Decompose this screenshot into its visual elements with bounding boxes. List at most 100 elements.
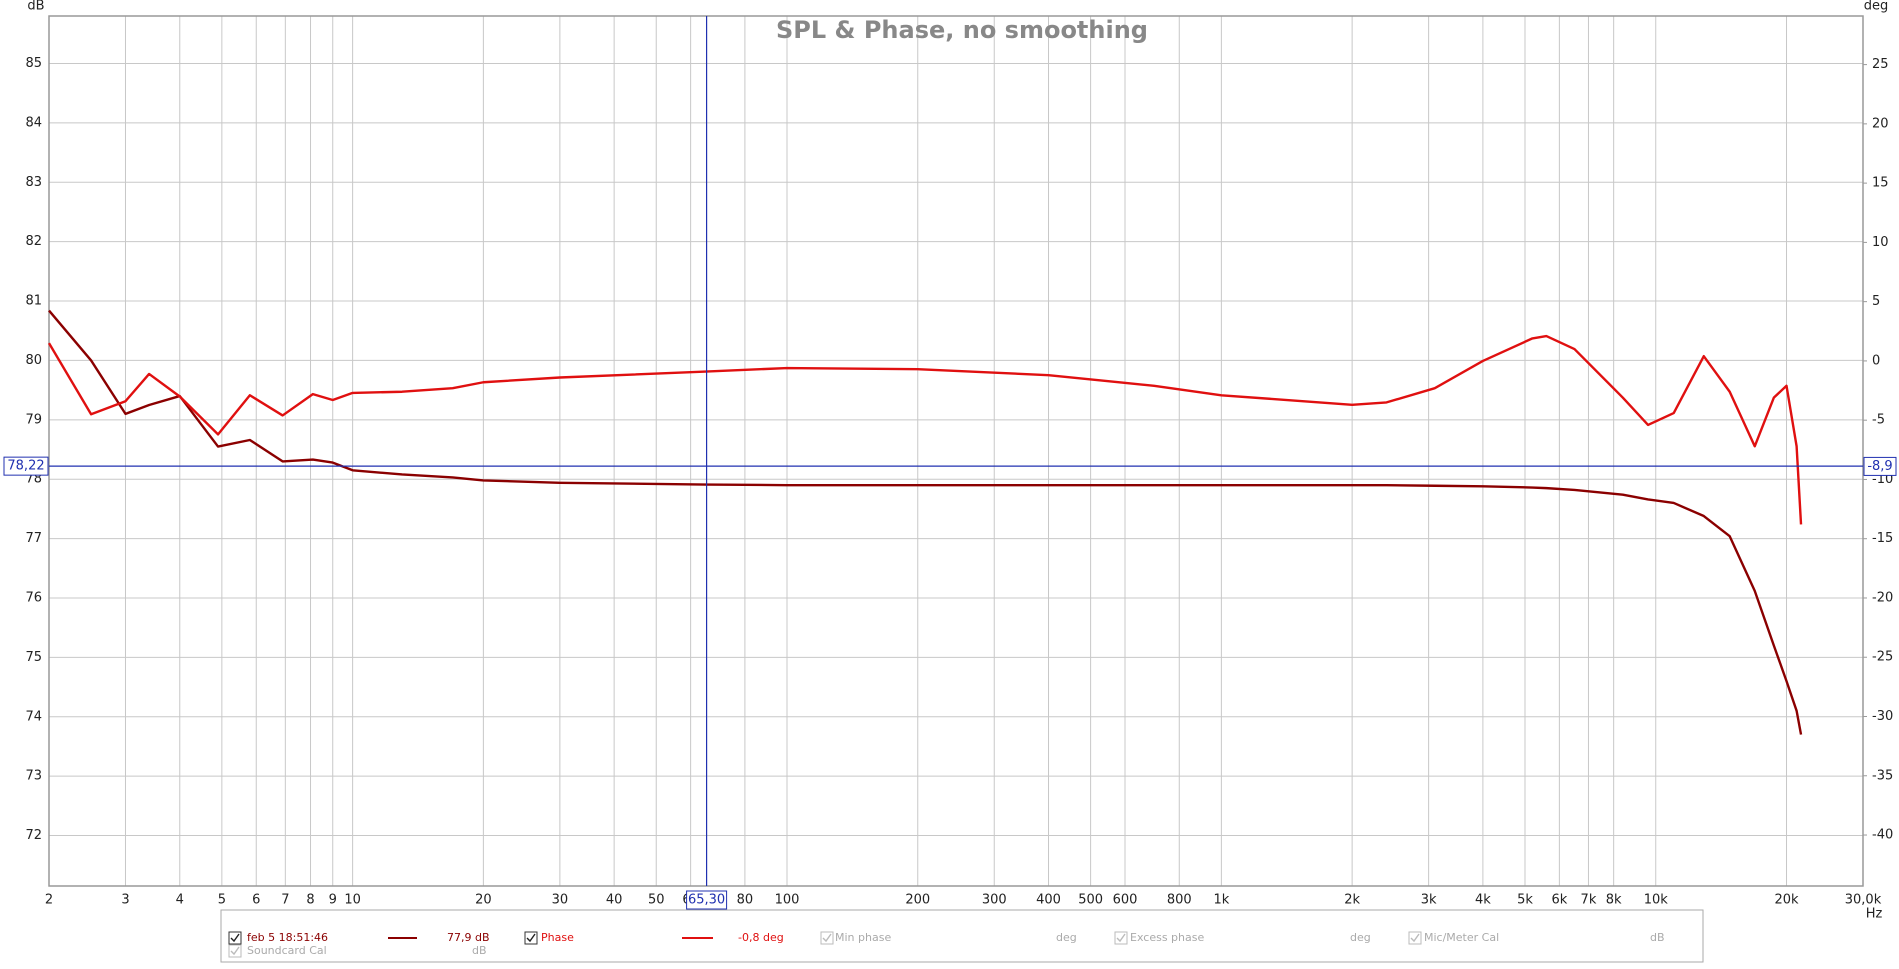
legend-label: feb 5 18:51:46 — [247, 931, 328, 944]
legend-label: Soundcard Cal — [247, 944, 327, 957]
y-unit: dB — [27, 0, 44, 14]
y-tick-label: 84 — [25, 115, 42, 130]
legend-label: Phase — [541, 931, 574, 944]
y2-tick-label: -30 — [1872, 709, 1893, 724]
x-tick-label: 6k — [1551, 893, 1567, 908]
y2-tick-label: -15 — [1872, 531, 1893, 546]
x-tick-label: 20k — [1774, 893, 1799, 908]
checkmark — [1410, 933, 1420, 943]
x-tick-label: 500 — [1078, 893, 1103, 908]
checkbox[interactable] — [228, 931, 242, 945]
y-tick-label: 83 — [25, 175, 42, 190]
legend-label: Min phase — [835, 931, 891, 944]
checkbox[interactable] — [1408, 931, 1422, 945]
y2-tick-label: 5 — [1872, 294, 1880, 309]
cursor-y2-box — [1863, 456, 1897, 476]
cursor-y-box — [3, 456, 49, 476]
y2-tick-label: -25 — [1872, 650, 1893, 665]
x-tick-label: 4k — [1475, 893, 1491, 908]
y-tick-label: 74 — [25, 709, 42, 724]
legend-readout: 77,9 dB — [447, 931, 490, 944]
cursor-y-label: 78,22 — [7, 459, 44, 474]
y-tick-label: 75 — [25, 650, 42, 665]
x-tick-label: 300 — [982, 893, 1007, 908]
x-tick-label: 2 — [45, 893, 53, 908]
y-tick-label: 85 — [25, 56, 42, 71]
x-tick-label: 3k — [1421, 893, 1437, 908]
x-tick-label: 200 — [905, 893, 930, 908]
y2-tick-label: 15 — [1872, 176, 1889, 191]
series-line — [47, 334, 1803, 525]
checkmark — [230, 933, 240, 943]
x-tick-label: 80 — [737, 893, 754, 908]
y-tick-label: 80 — [25, 353, 42, 368]
x-tick-label: 5k — [1517, 893, 1533, 908]
legend-label: Excess phase — [1130, 931, 1204, 944]
x-tick-label: 3 — [121, 893, 129, 908]
x-tick-label: 40 — [606, 893, 623, 908]
legend-box — [220, 909, 1704, 963]
y2-tick-label: 10 — [1872, 235, 1889, 250]
x-tick-label: 1k — [1213, 893, 1229, 908]
y2-tick-label: -20 — [1872, 590, 1893, 605]
x-tick-label: 800 — [1167, 893, 1192, 908]
checkbox[interactable] — [524, 931, 538, 945]
legend-label: Mic/Meter Cal — [1424, 931, 1499, 944]
checkmark — [1116, 933, 1126, 943]
x-tick-label: 50 — [648, 893, 665, 908]
y-tick-label: 73 — [25, 769, 42, 784]
legend-unit: deg — [1350, 931, 1371, 944]
grid — [48, 16, 1864, 886]
plot-frame — [48, 15, 1864, 887]
checkbox[interactable] — [820, 931, 834, 945]
checkbox[interactable] — [228, 944, 242, 958]
x-tick-label: 2k — [1344, 893, 1360, 908]
series-line — [48, 309, 1803, 735]
y-tick-label: 76 — [25, 590, 42, 605]
x-tick-label: 6 — [252, 893, 260, 908]
cursor-x-label: 65,30 — [688, 893, 725, 908]
x-tick-label: 20 — [475, 893, 492, 908]
x-unit: Hz — [1866, 907, 1883, 922]
x-tick-label: 10k — [1644, 893, 1669, 908]
x-tick-label: 100 — [775, 893, 800, 908]
x-tick-label: 9 — [329, 893, 337, 908]
chart-title: SPL & Phase, no smoothing — [776, 16, 1148, 44]
checkmark — [822, 933, 832, 943]
x-tick-label: 7k — [1581, 893, 1597, 908]
y-tick-label: 81 — [25, 294, 42, 309]
legend-unit: deg — [1056, 931, 1077, 944]
x-tick-label: 8k — [1606, 893, 1622, 908]
x-tick-label: 30,0k — [1845, 893, 1882, 908]
checkmark — [230, 946, 240, 956]
legend-unit: dB — [1650, 931, 1665, 944]
y2-tick-label: 25 — [1872, 57, 1889, 72]
y-tick-label: 72 — [25, 828, 42, 843]
y2-tick-label: 20 — [1872, 116, 1889, 131]
y-tick-label: 79 — [25, 412, 42, 427]
x-tick-label: 4 — [176, 893, 184, 908]
y2-tick-label: -40 — [1872, 828, 1893, 843]
x-tick-label: 7 — [281, 893, 289, 908]
x-tick-label: 600 — [1113, 893, 1138, 908]
y2-unit: deg — [1864, 0, 1889, 14]
cursor-y2-label: -8,9 — [1867, 459, 1892, 474]
y-tick-label: 82 — [25, 234, 42, 249]
x-tick-label: 5 — [218, 893, 226, 908]
y-tick-label: 77 — [25, 531, 42, 546]
checkbox[interactable] — [1114, 931, 1128, 945]
checkmark — [526, 933, 536, 943]
cursor-x-box — [686, 890, 728, 910]
x-tick-label: 400 — [1036, 893, 1061, 908]
legend-unit: dB — [472, 944, 487, 957]
y2-tick-label: 0 — [1872, 353, 1880, 368]
x-tick-label: 8 — [306, 893, 314, 908]
x-tick-label: 30 — [552, 893, 569, 908]
legend: feb 5 18:51:46 77,9 dB Phase -0,8 deg Min ph… — [228, 931, 1665, 958]
legend-readout: -0,8 deg — [738, 931, 784, 944]
y2-tick-label: -5 — [1872, 413, 1885, 428]
x-tick-label: 10 — [344, 893, 361, 908]
y2-tick-label: -35 — [1872, 768, 1893, 783]
